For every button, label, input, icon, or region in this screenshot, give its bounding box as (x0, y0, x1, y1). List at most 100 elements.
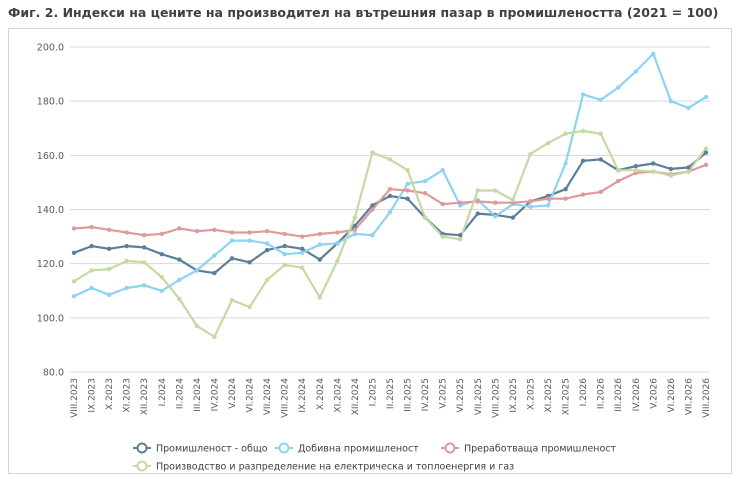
x-tick-label: V.2024 (228, 378, 238, 409)
x-tick-label: XII.2024 (351, 378, 361, 416)
series-2-point (493, 214, 498, 219)
series-1-point (651, 161, 656, 166)
x-tick-label: IV.2024 (210, 378, 220, 412)
series-1-point (668, 166, 674, 172)
series-3-point (352, 227, 358, 232)
series-2-point (282, 252, 287, 257)
series-1-point (510, 215, 516, 220)
series-2-point (177, 277, 182, 283)
series-4-point (300, 265, 305, 270)
y-tick-label: 180.0 (37, 97, 64, 108)
series-2-point (405, 181, 410, 186)
series-4-point (510, 197, 516, 203)
y-tick-label: 140.0 (37, 205, 64, 216)
series-1-point (300, 246, 305, 251)
series-4-point (264, 277, 270, 283)
series-3-point (545, 196, 551, 201)
y-tick-label: 160.0 (37, 151, 64, 162)
series-1-point (71, 250, 77, 255)
series-3-point (212, 227, 217, 232)
series-2-point (71, 294, 77, 299)
x-tick-label: I.2025 (368, 378, 378, 406)
series-1-point (159, 252, 164, 257)
x-tick-label: VII.2024 (263, 378, 273, 416)
series-4-point (668, 173, 674, 178)
x-tick-label: III.2026 (614, 378, 624, 412)
series-3-point (387, 187, 393, 192)
x-tick-label: XII.2025 (562, 378, 572, 415)
x-tick-label: XI.2024 (333, 378, 343, 413)
y-tick-label: 80.0 (43, 368, 64, 379)
series-3-point (580, 192, 586, 197)
series-4-point (528, 151, 533, 157)
x-tick-label: VII.2026 (684, 378, 694, 416)
series-4-point (405, 168, 410, 173)
series-2-point (598, 97, 603, 103)
series-4-point (159, 275, 164, 280)
x-tick-label: VIII.2023 (70, 378, 80, 418)
series-1-point (405, 196, 410, 201)
series-1-point (229, 256, 235, 261)
x-tick-label: VI.2025 (456, 378, 466, 413)
x-tick-label: III.2025 (404, 378, 414, 412)
series-1-point (387, 193, 393, 199)
series-1-point (352, 223, 358, 228)
series-2-point (159, 288, 164, 293)
x-tick-label: XII.2023 (140, 378, 150, 415)
series-3-point (598, 189, 603, 195)
series-4-point (422, 215, 428, 220)
series-2-point (352, 231, 358, 237)
series-1-point (264, 247, 270, 253)
series-3-point (89, 224, 94, 230)
chart-title: Фиг. 2. Индекси на цените на производите… (8, 5, 719, 20)
x-tick-label: IX.2025 (509, 378, 519, 413)
series-1-point (247, 260, 252, 265)
series-1-point (89, 243, 94, 249)
series-2-point (370, 233, 375, 238)
series-3-point (563, 196, 568, 201)
x-tick-label: IX.2023 (88, 378, 98, 413)
x-tick-label: II.2024 (175, 378, 185, 409)
series-3-point (71, 226, 77, 231)
legend-marker (136, 460, 148, 472)
series-3-point (317, 231, 322, 237)
series-3-point (247, 230, 252, 235)
series-2-point (124, 285, 129, 291)
series-4-point (229, 298, 235, 303)
series-2-point (142, 283, 147, 288)
series-3-point (194, 229, 200, 234)
series-2-point (545, 203, 551, 208)
x-tick-label: VI.2024 (246, 378, 256, 413)
series-3-point (124, 230, 129, 235)
series-4-point (142, 260, 147, 265)
x-tick-label: I.2026 (579, 378, 589, 407)
x-tick-label: X.2023 (105, 378, 115, 410)
y-tick-label: 120.0 (37, 259, 64, 270)
x-tick-label: II.2026 (597, 378, 607, 409)
series-3-point (106, 227, 112, 232)
series-3-point (142, 233, 147, 238)
series-2-point (528, 204, 533, 209)
series-2-point (300, 250, 305, 255)
series-4-point (651, 169, 656, 174)
series-2-point (440, 168, 445, 173)
series-4-point (194, 323, 200, 329)
series-3-point (405, 188, 410, 193)
series-2-point (563, 161, 568, 166)
series-2-point (106, 292, 112, 297)
legend-label: Промишленост - общо (156, 444, 268, 455)
series-2-point (335, 241, 340, 246)
series-4-point (247, 304, 252, 310)
series-4-point (370, 150, 375, 155)
x-tick-label: VIII.2026 (702, 378, 712, 418)
x-tick-label: VI.2026 (667, 378, 677, 413)
x-tick-label: XI.2025 (544, 378, 554, 413)
series-4-point (124, 258, 129, 264)
series-2-point (387, 210, 393, 215)
x-tick-label: VII.2025 (474, 378, 484, 415)
series-2-point (651, 51, 656, 56)
series-2-point (229, 238, 235, 243)
series-4-point (282, 262, 287, 268)
series-1-point (686, 165, 691, 170)
